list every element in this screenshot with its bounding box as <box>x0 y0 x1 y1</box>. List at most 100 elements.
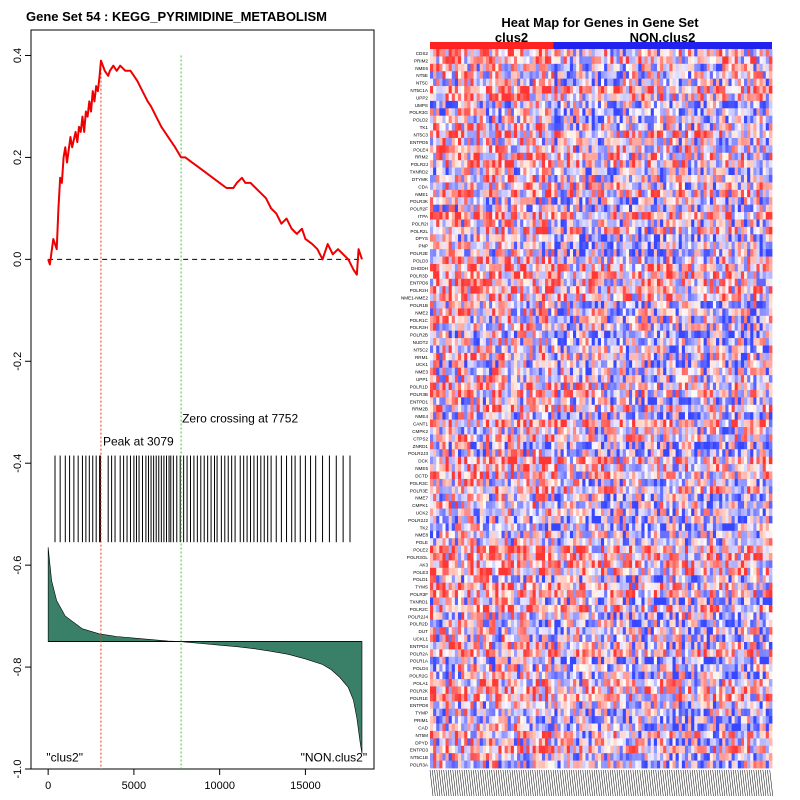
heat-cell <box>616 175 621 183</box>
heat-cell <box>591 226 596 235</box>
heat-cell <box>728 115 732 124</box>
heat-cell <box>666 204 670 213</box>
heat-cell <box>464 71 468 80</box>
heat-cell <box>507 293 512 302</box>
heat-cell <box>622 352 627 361</box>
heat-cell <box>576 367 580 376</box>
heat-cell <box>504 137 509 146</box>
heat-cell <box>442 145 446 154</box>
heat-cell <box>576 263 580 272</box>
heat-cell <box>457 130 462 139</box>
heat-cell <box>461 278 465 287</box>
heat-cell <box>644 263 649 272</box>
heat-cell <box>628 308 633 317</box>
heat-cell <box>694 56 698 65</box>
heat-cell <box>765 49 770 57</box>
heat-cell <box>610 263 614 272</box>
heat-cell <box>765 189 770 198</box>
heat-cell <box>762 330 767 339</box>
heat-cell <box>653 130 658 139</box>
heat-cell <box>501 197 506 206</box>
heat-cell <box>700 263 704 272</box>
heat-cell <box>451 286 456 295</box>
heat-cell <box>510 115 515 124</box>
heat-cell <box>436 108 440 117</box>
heat-cell <box>762 93 767 102</box>
heat-cell <box>551 204 555 213</box>
heat-cell <box>725 249 729 257</box>
heat-cell <box>482 367 487 376</box>
heat-cell <box>457 293 462 302</box>
enrichment-score-polyline <box>47 59 363 276</box>
heat-cell <box>728 137 732 146</box>
heat-cell <box>476 56 481 65</box>
heat-cell <box>551 63 555 72</box>
heat-cell <box>479 197 484 206</box>
heat-cell <box>653 278 658 287</box>
heat-cell <box>451 100 456 109</box>
heat-cell <box>653 86 658 94</box>
heat-cell <box>610 256 614 265</box>
heat-cell <box>510 93 515 102</box>
heat-cell <box>697 241 701 250</box>
heat-cell <box>610 93 614 102</box>
heat-cell <box>588 71 593 80</box>
heat-cell <box>507 234 512 243</box>
heat-cell <box>569 137 574 146</box>
heat-cell <box>591 93 596 102</box>
heat-cell <box>650 286 655 295</box>
heat-cell <box>504 189 509 198</box>
heat-cell <box>613 71 617 80</box>
heat-cell <box>448 152 453 161</box>
heat-cell <box>548 278 552 287</box>
heat-cell <box>510 226 515 235</box>
heat-cell <box>641 108 645 117</box>
heat-cell <box>569 115 574 124</box>
heat-cell <box>660 197 664 206</box>
heat-cell <box>750 315 754 324</box>
heat-cell <box>666 345 670 354</box>
heat-cell <box>709 241 714 250</box>
heat-cell <box>706 234 711 243</box>
heat-cell <box>591 189 596 198</box>
heat-cell <box>433 86 437 94</box>
heat-cell <box>507 86 512 94</box>
heat-cell <box>526 108 530 117</box>
heat-cell <box>582 249 586 257</box>
heat-cell <box>653 145 658 154</box>
heat-cell <box>681 152 686 161</box>
heat-cell <box>756 145 760 154</box>
heat-cell <box>744 226 748 235</box>
heat-cell <box>737 212 742 220</box>
heat-cell <box>576 145 580 154</box>
heat-cell <box>632 100 636 109</box>
heat-cell <box>601 360 605 369</box>
heat-cell <box>551 330 555 339</box>
heat-cell <box>526 219 530 228</box>
heat-cell <box>632 330 636 339</box>
heat-cell <box>454 182 459 191</box>
heat-cell <box>566 49 571 57</box>
heat-cell <box>461 315 465 324</box>
heat-cell <box>660 182 664 191</box>
heat-cell <box>700 271 704 280</box>
heat-cell <box>454 123 459 131</box>
heat-cell <box>454 293 459 302</box>
heat-cell <box>663 338 667 346</box>
heat-cell <box>535 219 540 228</box>
heat-cell <box>675 123 680 131</box>
heat-cell <box>731 115 736 124</box>
heat-cell <box>709 271 714 280</box>
heat-cell <box>644 175 649 183</box>
heat-cell <box>442 278 446 287</box>
heat-cell <box>436 367 440 376</box>
heat-cell <box>532 219 537 228</box>
heat-cell <box>591 301 596 309</box>
heat-cell <box>557 249 561 257</box>
heat-cell <box>436 115 440 124</box>
heat-cell <box>625 219 630 228</box>
heat-cell <box>669 86 673 94</box>
heat-cell <box>700 241 704 250</box>
heat-cell <box>560 308 565 317</box>
heat-cell <box>479 123 484 131</box>
